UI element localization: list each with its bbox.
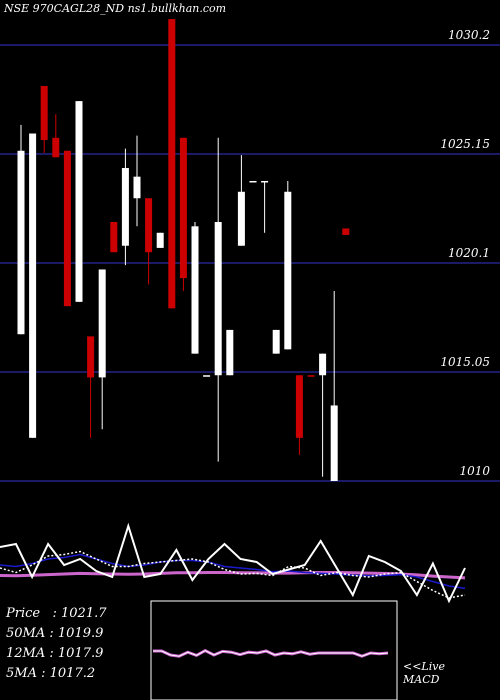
candle: [284, 180, 292, 350]
candle-body: [330, 405, 338, 481]
candle-body: [110, 221, 118, 253]
candle-body: [226, 329, 234, 376]
candle-body: [237, 191, 245, 246]
candle: [168, 19, 176, 309]
candle-body: [179, 137, 187, 279]
macd-panel: [150, 600, 398, 700]
candle: [63, 150, 71, 307]
candle: [40, 86, 48, 153]
candle: [87, 336, 95, 438]
ma-line-price: [0, 522, 466, 604]
candle: [319, 353, 327, 477]
candle-body: [319, 353, 327, 376]
candle: [261, 180, 269, 233]
live-indicator: <<Live MACD: [403, 660, 445, 686]
candle-body: [156, 232, 164, 248]
candle: [203, 375, 211, 377]
candle-body: [295, 375, 303, 438]
candle: [191, 221, 199, 354]
y-tick-label: 1030.2: [448, 28, 490, 42]
y-tick-label: 1025.15: [440, 137, 490, 151]
live-label: <<Live: [403, 660, 445, 673]
candle: [237, 155, 245, 246]
stat-5ma: 5MA : 1017.2: [6, 666, 96, 681]
y-tick-label: 1020.1: [448, 246, 490, 260]
chart-header: NSE 970CAGL28_ND ns1.bullkhan.com: [4, 2, 227, 15]
moving-average-panel: [0, 522, 466, 604]
candle-body: [342, 228, 350, 235]
candle-body: [307, 375, 315, 377]
stat-12ma: 12MA : 1017.9: [6, 646, 104, 661]
candle-body: [52, 137, 60, 158]
candle: [17, 124, 25, 335]
candle: [52, 114, 60, 158]
candle: [29, 133, 37, 438]
stat-50ma: 50MA : 1019.9: [6, 626, 104, 641]
candle: [342, 228, 350, 235]
candle: [98, 269, 106, 430]
candle-body: [63, 150, 71, 307]
candle: [75, 101, 83, 302]
y-tick-label: 1015.05: [440, 355, 490, 369]
candle: [133, 135, 141, 227]
candle-body: [284, 191, 292, 350]
candle: [156, 232, 164, 248]
candle: [272, 329, 280, 354]
candle-body: [17, 150, 25, 335]
candle-body: [203, 375, 211, 377]
y-tick-label: 1010: [459, 464, 490, 478]
ma-line-5ma: [0, 550, 466, 599]
candle: [226, 329, 234, 376]
stats-box: Price : 1021.7 50MA : 1019.9 12MA : 1017…: [6, 604, 107, 684]
price-axis-labels: 1030.2 1025.15 1020.1 1015.05 1010: [440, 28, 490, 478]
candle: [214, 137, 222, 462]
candle-body: [87, 336, 95, 378]
candle: [295, 375, 303, 456]
macd-line: [153, 650, 389, 657]
candle-body: [272, 329, 280, 354]
price-gridlines: [0, 44, 500, 482]
candle-body: [98, 269, 106, 378]
candle-body: [145, 198, 153, 253]
candle: [121, 148, 129, 266]
candle-body: [133, 176, 141, 199]
candle: [110, 221, 118, 253]
candle-body: [191, 226, 199, 354]
candle-body: [40, 86, 48, 140]
macd-label: MACD: [403, 673, 440, 686]
candle: [330, 291, 338, 481]
candle-body: [249, 180, 257, 183]
stat-price: Price : 1021.7: [6, 606, 107, 621]
candle: [249, 180, 257, 183]
candle-body: [214, 221, 222, 376]
candle-body: [261, 180, 269, 183]
macd-box: [150, 600, 398, 700]
candle-body: [29, 133, 37, 438]
candle: [145, 198, 153, 285]
candle: [179, 137, 187, 292]
candle: [307, 375, 315, 377]
candle-body: [75, 101, 83, 302]
candle-body: [121, 168, 129, 246]
candlesticks: [17, 19, 350, 481]
ma-line-12ma: [0, 553, 466, 590]
candle-body: [168, 19, 176, 309]
